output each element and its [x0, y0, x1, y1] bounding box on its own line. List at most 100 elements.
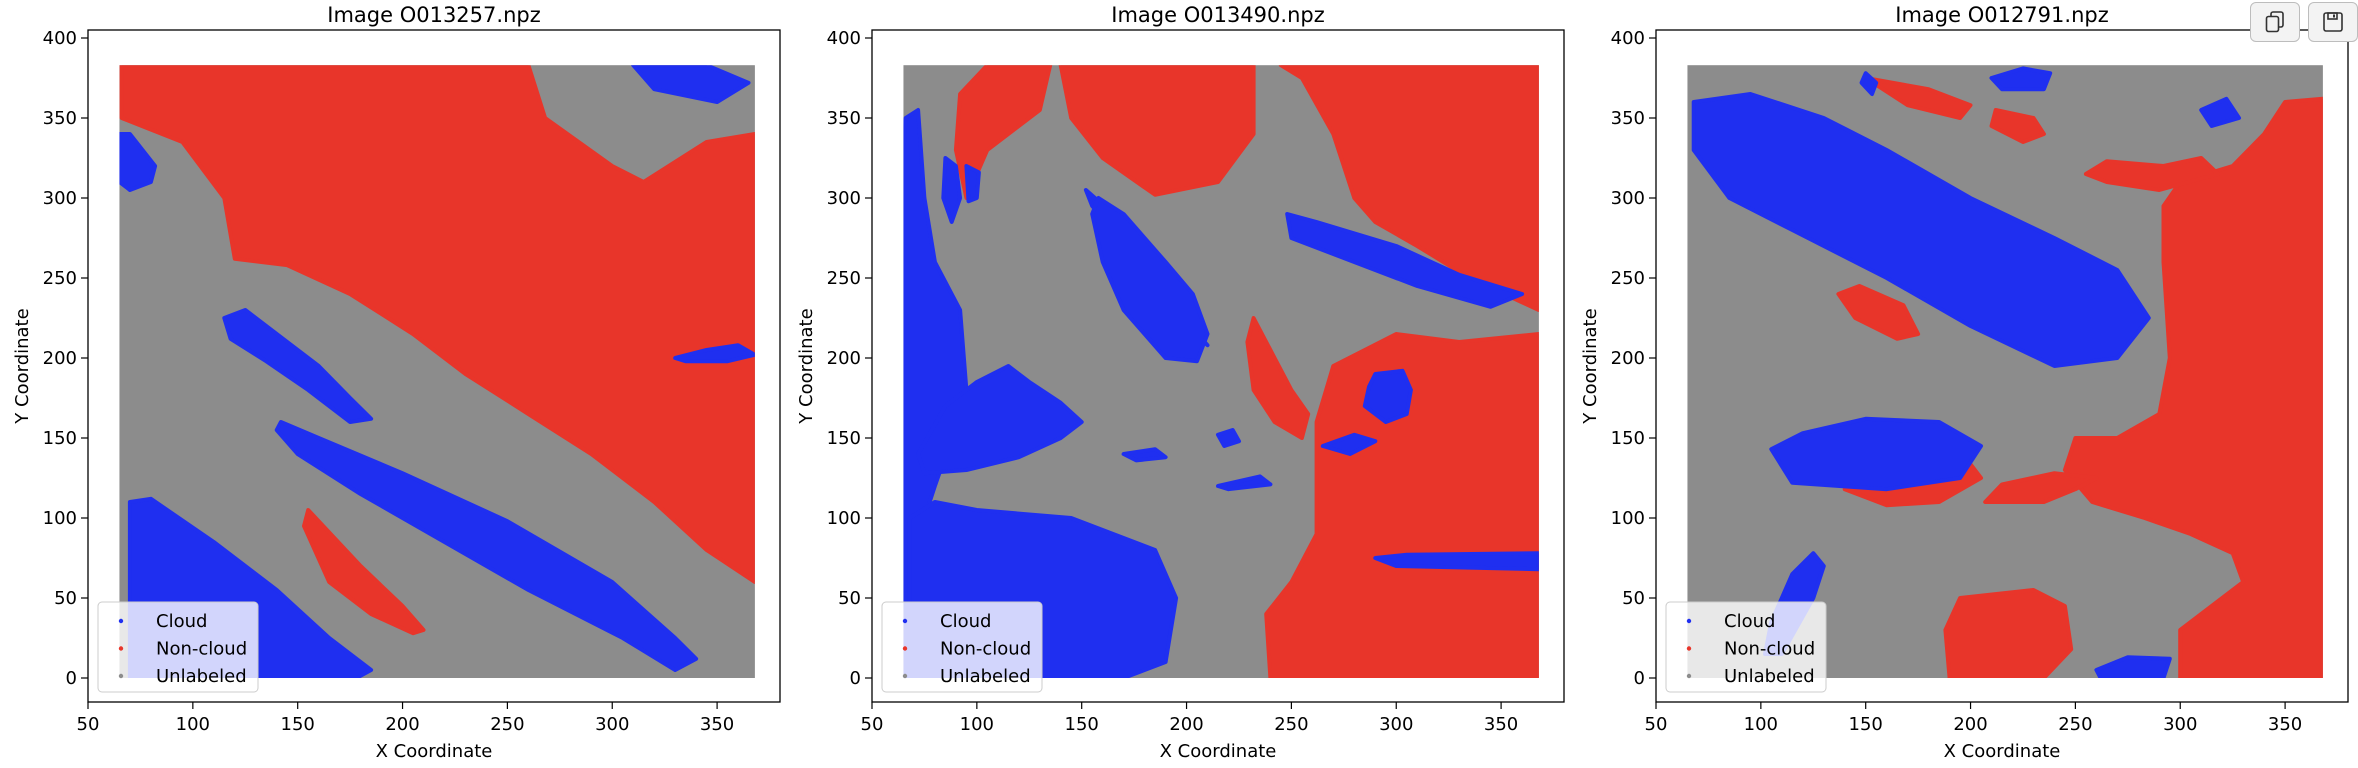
legend-label: Cloud	[940, 611, 991, 632]
y-tick-label: 350	[827, 108, 861, 129]
x-tick-label: 200	[1953, 714, 1987, 735]
series-region	[2062, 96, 2323, 678]
series-region	[1863, 76, 1973, 120]
legend-marker	[902, 646, 908, 651]
x-tick-label: 200	[1169, 714, 1203, 735]
series-region	[222, 308, 374, 424]
series-region	[673, 343, 755, 364]
series-region	[1836, 284, 1921, 341]
legend-marker	[902, 618, 908, 624]
x-tick-label: 50	[861, 714, 884, 735]
y-tick-label: 200	[827, 348, 861, 369]
chart-panel-2: 50 100 150 200 250 300 350 0 50 100 150 200 250 300 35…	[796, 3, 1565, 762]
series-region	[1943, 588, 2074, 678]
x-tick-label: 300	[595, 714, 629, 735]
x-tick-label: 250	[2058, 714, 2092, 735]
legend-marker	[1686, 646, 1692, 651]
series-region	[119, 132, 158, 192]
y-axis-label: Y Coordinate	[796, 308, 817, 424]
x-tick-label: 50	[1645, 714, 1668, 735]
x-tick-label: 250	[1274, 714, 1308, 735]
legend-label: Cloud	[156, 611, 207, 632]
series-region	[631, 65, 751, 104]
y-tick-label: 200	[43, 348, 77, 369]
series-region	[1859, 71, 1879, 96]
legend-box	[1665, 601, 1827, 693]
series-region	[1285, 212, 1525, 309]
plot-area	[119, 65, 755, 678]
legend-label: Non-cloud	[156, 639, 247, 660]
series-region	[2094, 655, 2172, 678]
chart-title: Image O012791.npz	[1895, 3, 2108, 27]
legend: Cloud Non-cloud Unlabeled	[1665, 601, 1827, 693]
legend-label: Non-cloud	[1724, 639, 1815, 660]
axes-frame	[871, 29, 1565, 703]
series-region	[1216, 428, 1241, 448]
y-tick-label: 300	[827, 188, 861, 209]
x-tick-label: 350	[1484, 714, 1518, 735]
series-region	[1769, 416, 1983, 492]
legend-label: Cloud	[1724, 611, 1775, 632]
y-tick-label: 300	[1611, 188, 1645, 209]
chart-title: Image O013490.npz	[1111, 3, 1324, 27]
series-region	[1320, 432, 1378, 456]
chart-panel-3: 50 100 150 200 250 300 350 0 50 100 150 200 250 300 35…	[1580, 3, 2349, 762]
series-non-cloud	[953, 65, 1539, 678]
y-tick-label: 400	[827, 28, 861, 49]
save-button[interactable]	[2308, 2, 2358, 42]
y-tick-label: 100	[827, 508, 861, 529]
series-region	[1362, 368, 1413, 424]
copy-button[interactable]	[2250, 2, 2300, 42]
series-region	[1691, 92, 2151, 368]
y-tick-label: 100	[1611, 508, 1645, 529]
axes-frame	[1655, 29, 2349, 703]
y-tick-label: 50	[54, 588, 77, 609]
x-tick-label: 350	[700, 714, 734, 735]
legend-label: Unlabeled	[940, 666, 1031, 687]
y-tick-label: 50	[838, 588, 861, 609]
y-tick-label: 50	[1622, 588, 1645, 609]
x-tick-label: 100	[1744, 714, 1778, 735]
series-region	[1121, 447, 1168, 463]
x-axis-label: X Coordinate	[1160, 741, 1277, 762]
y-tick-label: 400	[1611, 28, 1645, 49]
legend-marker	[118, 646, 124, 651]
x-tick-label: 50	[77, 714, 100, 735]
plot-area	[1687, 65, 2323, 678]
y-tick-label: 0	[66, 668, 77, 689]
plot-area	[903, 65, 1539, 678]
legend-marker	[118, 673, 124, 679]
series-region	[2199, 96, 2241, 128]
y-axis-label: Y Coordinate	[12, 308, 33, 424]
series-region	[302, 508, 426, 636]
series-region	[119, 65, 755, 584]
legend: Cloud Non-cloud Unlabeled	[881, 601, 1043, 693]
x-tick-label: 100	[176, 714, 210, 735]
figure-toolbar	[2250, 2, 2358, 42]
y-axis-label: Y Coordinate	[1580, 308, 1601, 424]
series-region	[274, 420, 699, 672]
series-region	[916, 364, 1084, 476]
legend: Cloud Non-cloud Unlabeled	[97, 601, 259, 693]
chart-panel-1: 50 100 150 200 250 300 350 0 50 100 150 200 250 300 35…	[12, 3, 781, 762]
y-tick-label: 150	[1611, 428, 1645, 449]
y-tick-label: 0	[850, 668, 861, 689]
x-axis-label: X Coordinate	[376, 741, 493, 762]
series-region	[964, 164, 981, 204]
x-tick-label: 300	[1379, 714, 1413, 735]
y-tick-label: 0	[1634, 668, 1645, 689]
series-region	[1264, 332, 1539, 678]
y-tick-label: 250	[1611, 268, 1645, 289]
legend-marker	[1686, 618, 1692, 624]
x-tick-label: 150	[1849, 714, 1883, 735]
y-tick-label: 150	[827, 428, 861, 449]
y-tick-label: 250	[827, 268, 861, 289]
y-tick-label: 350	[1611, 108, 1645, 129]
series-region	[1373, 551, 1539, 572]
x-tick-label: 250	[490, 714, 524, 735]
series-cloud	[1691, 66, 2241, 678]
y-tick-label: 400	[43, 28, 77, 49]
series-non-cloud	[1836, 76, 2323, 678]
legend-label: Unlabeled	[156, 666, 247, 687]
